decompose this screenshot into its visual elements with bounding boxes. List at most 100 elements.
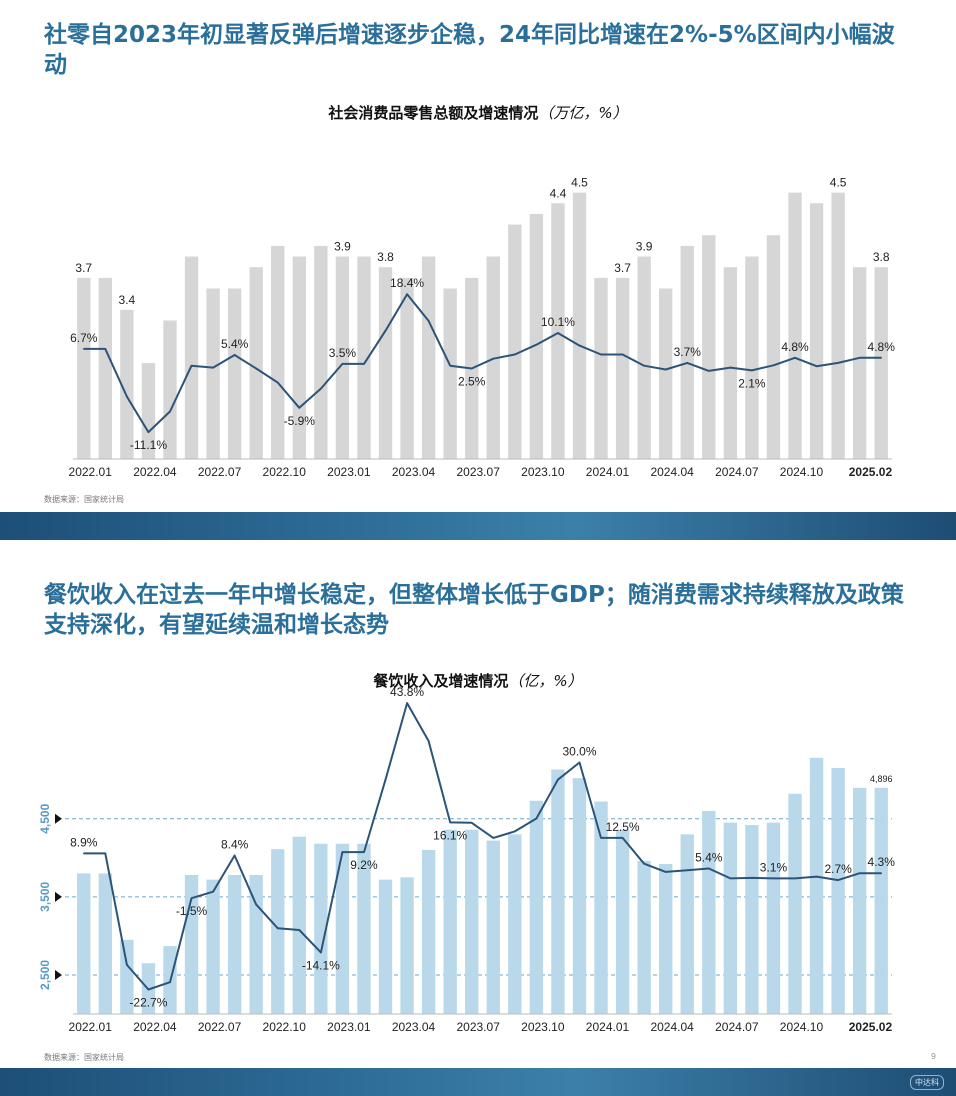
line-point bbox=[880, 356, 883, 359]
bar bbox=[335, 256, 350, 459]
bar bbox=[98, 873, 113, 1014]
line-data-label: 5.4% bbox=[221, 337, 249, 351]
line-data-label: -1.5% bbox=[176, 904, 208, 918]
bar bbox=[163, 320, 177, 459]
line-point bbox=[794, 877, 796, 880]
x-tick-label: 2023.04 bbox=[392, 465, 436, 479]
bar bbox=[680, 834, 694, 1014]
line-data-label: 4.3% bbox=[868, 855, 896, 869]
x-tick-label: 2022.01 bbox=[69, 465, 113, 479]
bar bbox=[831, 767, 845, 1014]
line-point bbox=[126, 964, 128, 966]
line-data-label: 18.4% bbox=[390, 276, 424, 290]
line-point bbox=[600, 837, 602, 839]
line-point bbox=[729, 366, 732, 369]
bar bbox=[745, 824, 759, 1014]
line-point bbox=[212, 366, 214, 369]
line-point bbox=[341, 851, 344, 853]
bar-data-label: 3.8 bbox=[873, 250, 890, 264]
x-tick-label: 2022.01 bbox=[69, 1020, 113, 1034]
bar bbox=[335, 843, 350, 1014]
line-data-label: 8.9% bbox=[70, 835, 98, 849]
bar bbox=[421, 256, 436, 459]
bar bbox=[292, 836, 306, 1014]
line-point bbox=[126, 395, 128, 398]
x-tick-label: 2025.02 bbox=[849, 465, 893, 479]
data-source: 数据来源：国家统计局 bbox=[44, 495, 124, 504]
line-point bbox=[837, 879, 839, 881]
line-point bbox=[492, 357, 495, 360]
line-data-label: 9.2% bbox=[350, 858, 378, 872]
slide-catering-revenue: 餐饮收入在过去一年中增长稳定，但整体增长低于GDP；随消费需求持续释放及政策支持… bbox=[0, 560, 956, 1096]
line-point bbox=[233, 354, 236, 356]
tick-marker-icon bbox=[55, 891, 62, 902]
line-point bbox=[492, 837, 495, 839]
tick-marker-icon bbox=[55, 813, 62, 824]
bar bbox=[659, 864, 673, 1014]
x-tick-label: 2024.01 bbox=[586, 1020, 630, 1034]
slide-retail-sales: 社零自2023年初显著反弹后增速逐步企稳，24年同比增速在2%-5%区间内小幅波… bbox=[0, 0, 956, 545]
line-point bbox=[104, 348, 107, 350]
page-number: 9 bbox=[930, 1052, 936, 1061]
line-point bbox=[686, 869, 689, 871]
line-point bbox=[708, 867, 710, 870]
line-point bbox=[298, 929, 301, 931]
bar bbox=[357, 843, 371, 1014]
bar bbox=[421, 849, 436, 1014]
growth-rate-line bbox=[83, 702, 882, 991]
bar bbox=[852, 787, 867, 1014]
line-point bbox=[643, 364, 645, 367]
y-tick-label: 2,500 bbox=[38, 960, 52, 990]
bar bbox=[508, 224, 522, 459]
bar bbox=[831, 192, 845, 459]
bar-data-label: 4.5 bbox=[571, 176, 588, 190]
line-data-label: 3.5% bbox=[329, 346, 357, 360]
bar bbox=[357, 256, 371, 459]
bar-data-label: 4.4 bbox=[550, 186, 567, 200]
bar bbox=[745, 256, 759, 459]
line-point bbox=[147, 988, 150, 991]
line-data-label: 2.5% bbox=[458, 375, 486, 389]
line-point bbox=[427, 740, 430, 742]
bar bbox=[852, 267, 867, 459]
catering-revenue-chart: 2,500 3,500 4,500 4,896 8.9% -22.7% -1.5% 8.4% -… bbox=[38, 685, 896, 1034]
bar bbox=[314, 245, 328, 459]
line-point bbox=[190, 897, 193, 899]
line-point bbox=[363, 851, 365, 853]
bar bbox=[98, 277, 113, 459]
bar bbox=[615, 829, 630, 1014]
bar bbox=[206, 288, 220, 459]
line-point bbox=[578, 761, 581, 764]
line-point bbox=[643, 862, 645, 865]
x-tick-label: 2022.04 bbox=[133, 465, 177, 479]
line-point bbox=[427, 320, 430, 322]
bar bbox=[184, 256, 199, 459]
bar bbox=[443, 288, 457, 459]
footer-band bbox=[0, 512, 956, 540]
bar bbox=[659, 288, 673, 459]
line-data-label: 3.1% bbox=[760, 860, 788, 874]
footer-band: 中达科 bbox=[0, 1068, 956, 1096]
line-point bbox=[772, 877, 775, 880]
bar bbox=[615, 277, 630, 459]
line-point bbox=[664, 368, 667, 371]
bar bbox=[766, 235, 781, 459]
x-tick-label: 2022.10 bbox=[263, 465, 307, 479]
x-tick-label: 2022.04 bbox=[133, 1020, 177, 1034]
bar bbox=[572, 778, 587, 1014]
bar bbox=[551, 769, 565, 1014]
line-data-label: 3.7% bbox=[674, 345, 702, 359]
chart-title: 社会消费品零售总额及增速情况（万亿，%） bbox=[0, 102, 956, 123]
line-data-label: 30.0% bbox=[562, 745, 596, 759]
line-data-label: 4.8% bbox=[781, 340, 809, 354]
bar bbox=[141, 363, 156, 459]
bar bbox=[809, 203, 824, 459]
x-tick-label: 2023.07 bbox=[456, 465, 500, 479]
slide-title: 社零自2023年初显著反弹后增速逐步企稳，24年同比增速在2%-5%区间内小幅波… bbox=[44, 22, 895, 78]
x-tick-label: 2023.04 bbox=[392, 1020, 436, 1034]
chart-title-text: 餐饮收入及增速情况 bbox=[373, 672, 509, 690]
x-tick-label: 2024.10 bbox=[780, 465, 824, 479]
chart-unit: （万亿，%） bbox=[538, 104, 628, 122]
line-data-label: 8.4% bbox=[221, 838, 249, 852]
growth-rate-line bbox=[83, 293, 882, 434]
